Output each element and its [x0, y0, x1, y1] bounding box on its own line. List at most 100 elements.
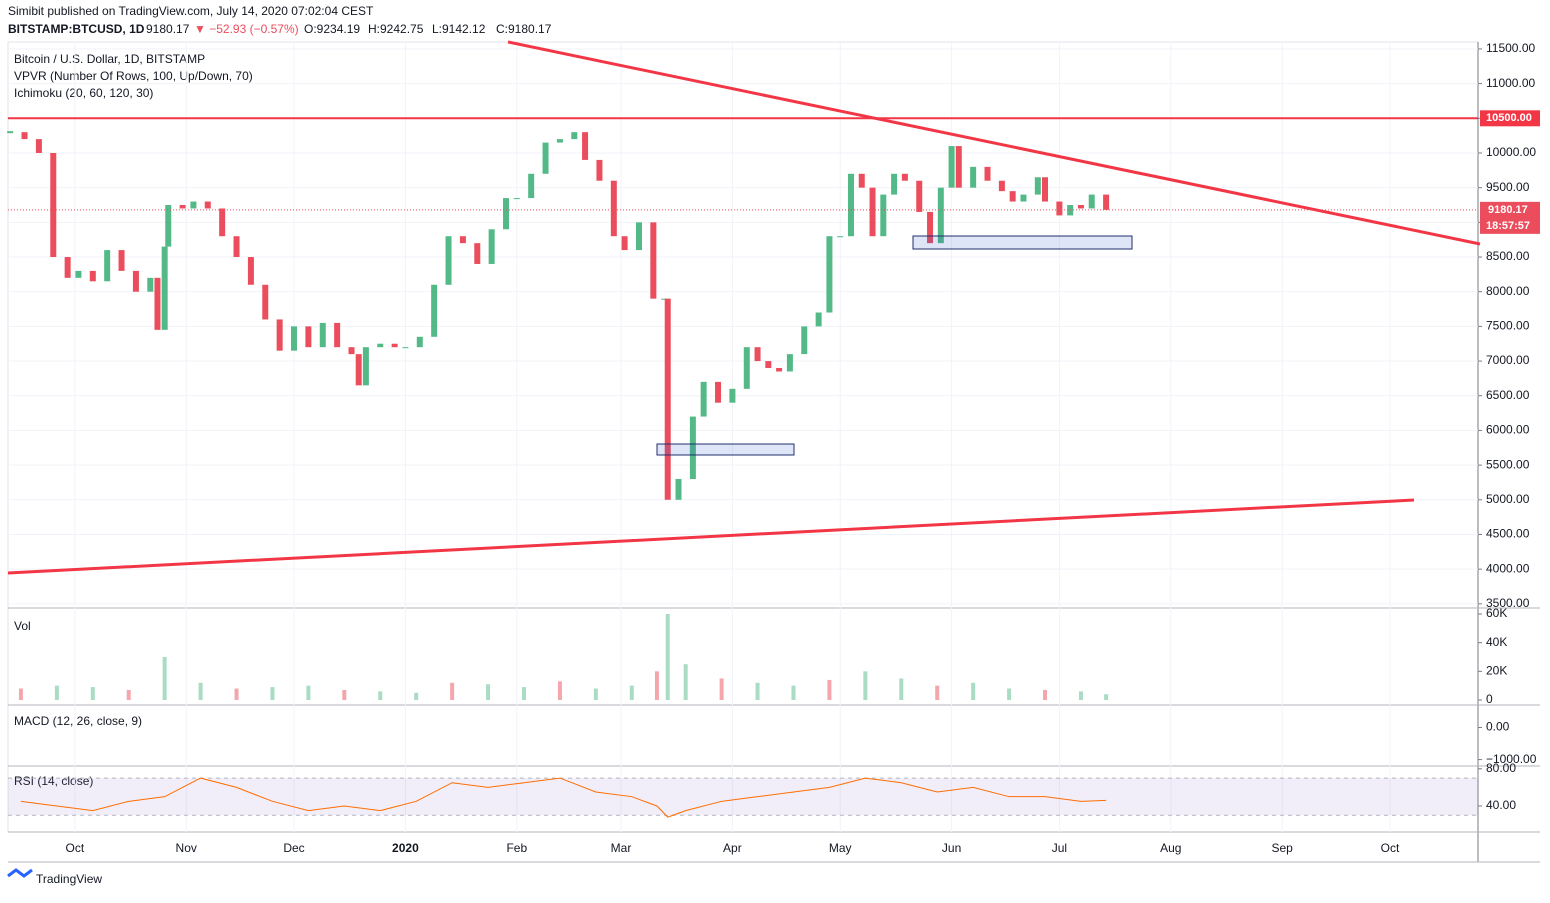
pane-title: MACD (12, 26, close, 9)	[14, 714, 142, 728]
y-tick-label: 5000.00	[1486, 492, 1530, 506]
candle	[1056, 201, 1063, 216]
candle	[880, 194, 887, 237]
candle	[165, 205, 172, 247]
x-tick-label: Jun	[942, 841, 961, 855]
candle	[826, 236, 833, 313]
candle	[743, 347, 750, 389]
volume-bar	[54, 685, 59, 700]
candle	[635, 222, 642, 251]
y-tick-label: 6500.00	[1486, 388, 1530, 402]
candle	[503, 198, 510, 230]
y-tick-label: 40.00	[1486, 798, 1516, 812]
y-tick-label: 60K	[1486, 606, 1507, 620]
candle	[118, 250, 125, 271]
volume-bar	[342, 689, 347, 700]
x-tick-label: 2020	[392, 841, 419, 855]
candle	[675, 478, 682, 500]
volume-bar	[1007, 688, 1012, 700]
candle	[402, 347, 409, 349]
candle	[50, 152, 57, 258]
y-tick-label: 11000.00	[1486, 76, 1535, 90]
candle	[901, 173, 908, 181]
x-tick-label: Aug	[1160, 841, 1181, 855]
candle	[474, 243, 481, 264]
x-tick-label: Nov	[176, 841, 197, 855]
candle	[916, 180, 923, 212]
volume-bar	[863, 671, 868, 700]
volume-bar	[270, 687, 275, 700]
volume-bar	[899, 678, 904, 700]
candle	[1088, 194, 1095, 209]
candle	[1042, 177, 1049, 202]
volume-bar	[1078, 691, 1083, 700]
x-tick-label: Dec	[283, 841, 304, 855]
candle	[291, 326, 298, 351]
volume-bar	[234, 688, 239, 700]
level-label-bg	[1480, 110, 1540, 127]
candle	[262, 284, 269, 320]
candle	[1009, 191, 1016, 202]
level-label: 10500.00	[1486, 112, 1532, 124]
x-tick-label: Mar	[611, 841, 632, 855]
candle	[161, 246, 168, 330]
candle	[998, 180, 1005, 192]
candle	[377, 343, 384, 348]
volume-bar	[1043, 689, 1048, 700]
volume-bar	[162, 657, 167, 700]
candle	[35, 139, 42, 153]
rsi-band	[8, 778, 1478, 816]
candle	[689, 416, 696, 479]
pane-title: Vol	[14, 619, 31, 633]
low: L:9142.12	[432, 22, 486, 36]
y-tick-label: 4000.00	[1486, 561, 1530, 575]
candle	[154, 277, 161, 330]
candle	[815, 312, 822, 327]
candle	[416, 336, 423, 348]
trend-line	[7, 498, 1415, 575]
volume-bar	[90, 687, 95, 700]
logo	[7, 868, 33, 878]
last: 9180.17	[146, 22, 190, 36]
y-tick-label: 8000.00	[1486, 284, 1530, 298]
x-tick-label: May	[829, 841, 852, 855]
x-tick-label: Jul	[1052, 841, 1067, 855]
candle	[596, 159, 603, 181]
candle	[948, 146, 955, 188]
change: ▼ −52.93 (−0.57%)	[194, 22, 299, 36]
candle	[305, 326, 312, 348]
candle	[459, 236, 466, 244]
volume-bar	[665, 614, 670, 700]
candle	[445, 236, 452, 285]
candle	[621, 236, 628, 251]
volume-bar	[683, 664, 688, 700]
volume-bar	[557, 681, 562, 700]
candle	[334, 322, 341, 348]
candle	[233, 236, 240, 258]
candle	[729, 388, 736, 403]
zone-rect	[912, 235, 1133, 250]
y-tick-label: 7000.00	[1486, 353, 1530, 367]
candle	[556, 139, 563, 143]
candle	[513, 198, 520, 200]
candle	[869, 187, 876, 237]
candle	[355, 354, 362, 386]
candle	[190, 201, 197, 209]
volume-bar	[827, 679, 832, 700]
candle	[650, 222, 657, 299]
candle	[179, 205, 186, 209]
candle	[1020, 194, 1027, 202]
y-tick-label: 7500.00	[1486, 319, 1530, 333]
candle	[348, 347, 355, 355]
candle	[89, 270, 96, 282]
candle	[715, 381, 722, 403]
candle	[661, 298, 668, 300]
candle	[970, 166, 977, 188]
y-tick-label: 0	[1486, 692, 1493, 706]
candle	[801, 326, 808, 355]
rsi-line	[20, 777, 1107, 818]
y-tick-label: 4500.00	[1486, 527, 1530, 541]
candle	[75, 270, 82, 278]
volume-bar	[791, 685, 796, 700]
volume-bar	[935, 685, 940, 700]
candle	[391, 343, 398, 348]
